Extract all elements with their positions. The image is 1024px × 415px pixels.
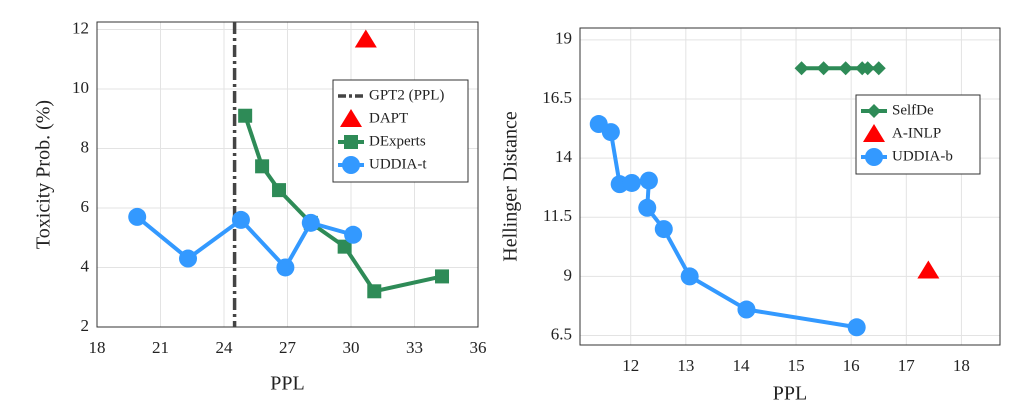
- marker: [435, 269, 450, 284]
- x-axis-label: PPL: [270, 373, 304, 395]
- x-tick-label: 13: [677, 356, 694, 375]
- marker: [638, 198, 657, 217]
- marker: [816, 61, 831, 76]
- marker: [917, 260, 940, 279]
- y-tick-label: 2: [81, 316, 90, 335]
- marker: [680, 267, 699, 286]
- marker: [342, 156, 360, 174]
- marker: [344, 135, 358, 149]
- legend: SelfDe A-INLP UDDIA-b: [855, 94, 981, 175]
- marker: [301, 213, 320, 232]
- marker: [367, 284, 382, 299]
- legend-label: DExperts: [369, 133, 426, 149]
- x-tick-label: 17: [898, 356, 916, 375]
- y-axis-label: Toxicity Prob. (%): [33, 100, 55, 249]
- marker: [601, 123, 620, 142]
- marker: [865, 148, 883, 166]
- marker: [238, 108, 253, 123]
- marker: [863, 124, 885, 142]
- y-tick-label: 16.5: [542, 88, 572, 107]
- x-tick-label: 18: [89, 338, 106, 357]
- marker: [255, 159, 270, 174]
- x-tick-label: 36: [470, 338, 487, 357]
- legend-label: UDDIA-b: [892, 148, 953, 164]
- legend-label: GPT2 (PPL): [369, 87, 444, 103]
- x-tick-label: 27: [279, 338, 297, 357]
- marker: [871, 61, 886, 76]
- marker: [737, 300, 756, 319]
- y-tick-label: 14: [555, 147, 573, 166]
- x-tick-label: 15: [788, 356, 805, 375]
- marker: [344, 225, 363, 244]
- y-axis-label: Hellinger Distance: [500, 111, 522, 262]
- y-tick-label: 11.5: [543, 206, 572, 225]
- marker: [340, 109, 362, 127]
- legend-label: DAPT: [369, 110, 408, 126]
- x-axis-label: PPL: [773, 383, 807, 405]
- y-tick-label: 12: [72, 18, 89, 37]
- marker: [128, 207, 147, 226]
- x-tick-label: 33: [406, 338, 423, 357]
- marker: [639, 171, 658, 190]
- marker: [867, 104, 881, 118]
- legend-label: SelfDe: [892, 102, 934, 118]
- marker: [838, 61, 853, 76]
- x-tick-label: 24: [216, 338, 234, 357]
- marker: [276, 258, 295, 277]
- x-tick-label: 14: [732, 356, 750, 375]
- legend-label: UDDIA-t: [369, 156, 427, 172]
- legend-label: A-INLP: [892, 125, 941, 141]
- y-tick-label: 6: [81, 197, 90, 216]
- marker: [654, 220, 673, 239]
- y-tick-label: 4: [81, 256, 90, 275]
- y-tick-label: 8: [81, 137, 90, 156]
- marker: [337, 239, 352, 254]
- y-tick-label: 9: [564, 265, 573, 284]
- series-line: [597, 122, 858, 330]
- marker: [354, 29, 377, 48]
- y-tick-label: 10: [72, 78, 89, 97]
- plot-frame: [579, 27, 1001, 346]
- y-tick-label: 6.5: [551, 324, 572, 343]
- marker: [794, 61, 809, 76]
- marker: [179, 249, 198, 268]
- x-tick-label: 16: [843, 356, 860, 375]
- plot-frame: [96, 21, 479, 328]
- x-tick-label: 21: [152, 338, 169, 357]
- marker: [231, 210, 250, 229]
- x-tick-label: 18: [953, 356, 970, 375]
- x-tick-label: 12: [622, 356, 639, 375]
- marker: [272, 183, 287, 198]
- x-tick-label: 30: [343, 338, 360, 357]
- marker: [860, 61, 875, 76]
- y-tick-label: 19: [555, 29, 572, 48]
- marker: [847, 318, 866, 337]
- legend: GPT2 (PPL) DAPT DExperts UDDIA-t: [332, 79, 469, 183]
- marker: [622, 173, 641, 192]
